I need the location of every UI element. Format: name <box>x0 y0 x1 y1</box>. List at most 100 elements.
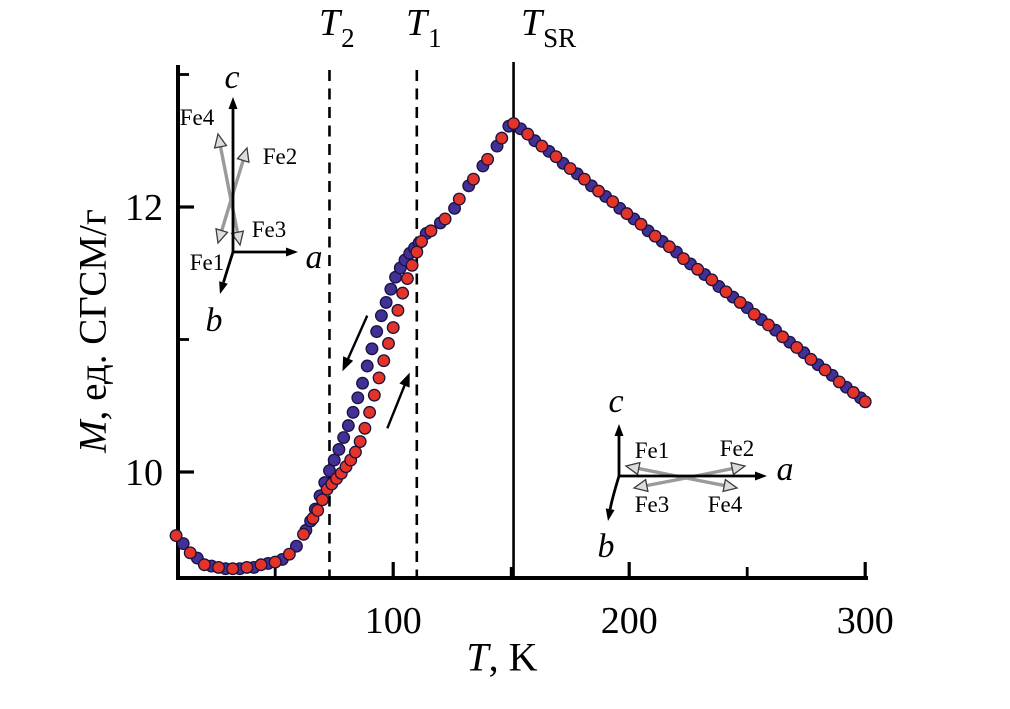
heating-data-point <box>606 195 620 209</box>
cooling-data-point <box>356 376 369 390</box>
t2-label-symbol: T <box>319 2 341 44</box>
y-axis-symbol: M <box>71 420 115 453</box>
cooling-data-point <box>384 282 398 296</box>
heating-data-point <box>315 493 329 507</box>
heating-data-point <box>790 341 804 354</box>
cooling-data-point <box>327 453 341 467</box>
heating-data-point <box>662 240 676 254</box>
heating-direction-arrow-head <box>399 372 410 388</box>
cooling-data-point <box>379 295 393 309</box>
crystal-axis-b-head <box>605 508 615 521</box>
x-tick-label-100: 100 <box>365 600 422 642</box>
heating-data-point <box>358 421 372 435</box>
crystal-axis-b-head <box>219 281 228 294</box>
spin-arrow-Fe3 <box>643 476 687 488</box>
heating-data-point <box>438 212 452 226</box>
tsr-annotation-label: TSR <box>521 2 576 52</box>
heating-data-point <box>410 245 424 259</box>
heating-data-point <box>592 184 605 198</box>
cooling-direction-arrow <box>346 315 369 361</box>
heating-data-point <box>400 272 414 286</box>
heating-data-point <box>776 330 790 344</box>
spin-label-Fe3: Fe3 <box>635 492 670 517</box>
crystal-axis-a-head <box>755 471 767 481</box>
crystal-axis-b <box>222 251 235 283</box>
heating-data-point <box>858 395 872 409</box>
cooling-data-point <box>323 464 336 478</box>
spin-arrow-Fe4-head <box>213 132 228 149</box>
heating-data-point <box>634 217 648 231</box>
y-axis-units: , ед. СГСМ/г <box>71 209 115 421</box>
crystal-axis-label-a: a <box>306 239 323 276</box>
heating-data-point <box>481 152 495 166</box>
tsr-label-symbol: T <box>521 2 543 44</box>
heating-data-point <box>747 307 761 321</box>
heating-data-point <box>415 234 428 248</box>
crystal-axis-c-head <box>614 424 624 436</box>
heating-data-point <box>382 337 395 350</box>
heating-data-point <box>353 435 367 448</box>
crystal-axis-label-a: a <box>777 451 794 488</box>
spin-arrow-Fe4 <box>685 476 728 488</box>
spin-arrow-Fe3-head <box>230 230 245 247</box>
cooling-data-point <box>360 359 374 373</box>
cooling-data-point <box>289 539 303 553</box>
spin-arrow-Fe1-head <box>624 461 641 476</box>
heating-data-point <box>761 318 775 332</box>
heating-data-point <box>507 117 521 130</box>
cooling-data-point <box>176 537 190 551</box>
spin-arrow-Fe2-head <box>730 461 747 476</box>
heating-data-point <box>254 558 268 572</box>
heating-data-point <box>424 224 438 238</box>
heating-data-point <box>705 273 719 287</box>
heating-data-point <box>396 286 410 300</box>
y-axis-title: M, ед. СГСМ/г <box>71 209 116 453</box>
heating-data-point <box>240 560 254 574</box>
heating-data-point <box>386 321 400 335</box>
heating-data-point <box>452 192 466 206</box>
spin-arrow-Fe4 <box>218 143 233 201</box>
crystal-axis-label-b: b <box>206 302 223 339</box>
heating-data-point <box>691 262 705 276</box>
heating-data-point <box>846 386 860 399</box>
heating-data-point <box>348 445 362 459</box>
heating-data-point <box>677 252 690 266</box>
x-tick-label-200: 200 <box>601 600 658 642</box>
cooling-data-point <box>365 342 379 356</box>
x-axis-units: , K <box>488 634 538 680</box>
heating-data-point <box>466 172 480 186</box>
heating-data-point <box>818 363 832 377</box>
heating-data-point <box>495 131 509 145</box>
cooling-data-point <box>332 443 346 456</box>
heating-data-point <box>521 127 535 141</box>
crystal-axis-b <box>608 475 621 510</box>
spin-arrow-Fe4-head <box>722 478 739 493</box>
heating-data-point <box>169 529 183 543</box>
cooling-direction-arrow-head <box>342 356 354 372</box>
y-tick-label-10: 10 <box>125 452 163 494</box>
heating-data-point <box>372 371 386 385</box>
heating-data-point <box>832 375 846 389</box>
heating-data-point <box>577 172 591 186</box>
t2-label-subscript: 2 <box>341 23 355 53</box>
spin-label-Fe3: Fe3 <box>252 217 287 242</box>
spin-arrow-Fe3-head <box>632 478 649 493</box>
heating-data-point <box>391 303 405 317</box>
heating-data-point <box>268 555 282 569</box>
heating-data-point <box>297 527 310 541</box>
spin-label-Fe4: Fe4 <box>180 105 215 130</box>
cooling-data-point <box>337 431 351 445</box>
x-axis-title: T, K <box>466 634 537 681</box>
x-axis-symbol: T <box>466 634 489 680</box>
t2-annotation-label: T2 <box>319 2 355 52</box>
t1-label-subscript: 1 <box>428 23 442 53</box>
heating-data-point <box>363 405 377 419</box>
heating-data-point <box>197 558 211 572</box>
heating-data-point <box>311 503 325 517</box>
spin-label-Fe4: Fe4 <box>708 492 743 517</box>
heating-data-point <box>212 560 226 574</box>
heating-direction-arrow <box>386 383 407 429</box>
spin-arrow-Fe2-head <box>236 146 250 164</box>
crystal-axis-a-head <box>286 247 298 257</box>
t1-annotation-label: T1 <box>406 4 442 52</box>
